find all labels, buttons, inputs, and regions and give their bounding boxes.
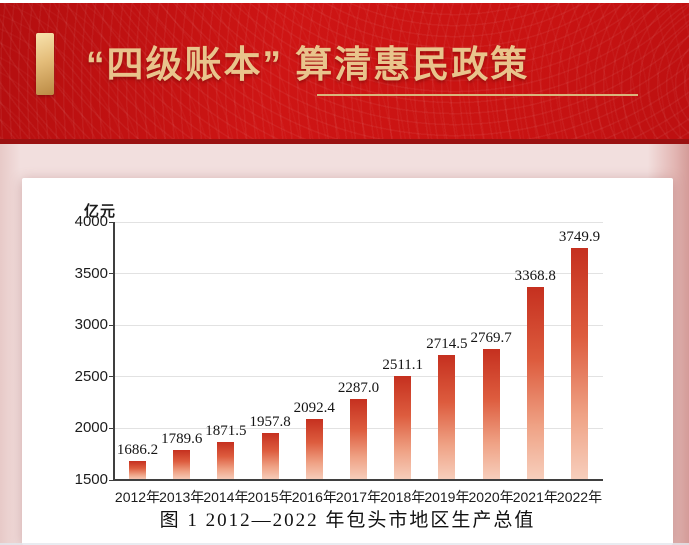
y-tick-label: 3000 <box>74 316 108 334</box>
bar-value-label: 2287.0 <box>337 379 380 396</box>
bar-value-label: 2714.5 <box>426 335 468 352</box>
content-area: 亿元 1500 2000 2500 3000 3500 4000 1686.2 2012年 17… <box>0 144 689 545</box>
y-axis-tick <box>109 427 114 429</box>
bar-value-label: 2769.7 <box>470 329 512 346</box>
x-category-label: 2012年 <box>114 489 161 505</box>
y-axis-tick <box>109 376 114 378</box>
x-category-label: 2017年 <box>335 489 382 505</box>
y-axis-tick <box>109 221 114 223</box>
gridline <box>114 273 603 275</box>
bar-2014年 <box>217 441 235 480</box>
y-axis-tick <box>109 479 114 481</box>
x-category-label: 2020年 <box>468 489 514 505</box>
x-axis-line <box>113 479 603 481</box>
title-accent-bar <box>36 33 54 95</box>
x-category-label: 2021年 <box>512 489 558 505</box>
y-tick-label: 1500 <box>74 471 108 488</box>
bar-value-label: 2511.1 <box>382 356 424 373</box>
gridline <box>114 376 603 378</box>
chart-caption: 图 1 2012—2022 年包头市地区生产总值 <box>159 510 536 531</box>
bar-value-label: 1957.8 <box>249 413 291 430</box>
bar-2019年 <box>438 354 456 480</box>
chart-card: 亿元 1500 2000 2500 3000 3500 4000 1686.2 2012年 17… <box>22 178 673 545</box>
header-banner: “四级账本” 算清惠民政策 <box>0 3 689 144</box>
y-tick-label: 2000 <box>74 419 108 437</box>
bar-value-label: 1789.6 <box>161 431 203 448</box>
bar-value-label: 1686.2 <box>116 441 159 458</box>
x-category-label: 2013年 <box>159 489 205 505</box>
x-category-label: 2016年 <box>291 489 337 505</box>
x-category-label: 2018年 <box>380 489 426 505</box>
y-axis-tick <box>109 273 114 275</box>
top-white-strip <box>0 0 689 3</box>
bar-value-label: 3749.9 <box>558 228 601 245</box>
gridline <box>114 324 603 326</box>
y-axis-unit-label: 亿元 <box>84 203 117 220</box>
bar-value-label: 1871.5 <box>205 422 247 439</box>
y-tick-label: 2500 <box>74 367 108 385</box>
title-underline <box>317 94 638 96</box>
bar-2018年 <box>394 375 412 480</box>
bar-2016年 <box>305 418 323 480</box>
gdp-bar-chart: 亿元 1500 2000 2500 3000 3500 4000 1686.2 2012年 17… <box>22 178 673 545</box>
x-category-label: 2022年 <box>556 489 603 505</box>
bar-2013年 <box>173 450 191 480</box>
bar-2020年 <box>482 348 500 480</box>
bar-2017年 <box>350 398 367 480</box>
bar-value-label: 2092.4 <box>293 399 335 416</box>
x-category-label: 2019年 <box>424 489 470 505</box>
y-tick-label: 3500 <box>74 264 108 282</box>
x-category-label: 2014年 <box>203 489 249 505</box>
gridline <box>114 221 603 223</box>
x-category-label: 2015年 <box>247 489 293 505</box>
bottom-divider-line <box>0 543 689 545</box>
bar-2021年 <box>526 287 544 480</box>
y-axis-line <box>113 222 115 481</box>
bar-value-label: 3368.8 <box>514 268 556 285</box>
y-tick-label: 4000 <box>74 213 108 230</box>
bar-2022年 <box>571 247 588 480</box>
page-title: “四级账本” 算清惠民政策 <box>86 44 530 85</box>
bar-2012年 <box>129 460 146 480</box>
y-axis-tick <box>109 324 114 326</box>
bar-2015年 <box>261 432 279 480</box>
